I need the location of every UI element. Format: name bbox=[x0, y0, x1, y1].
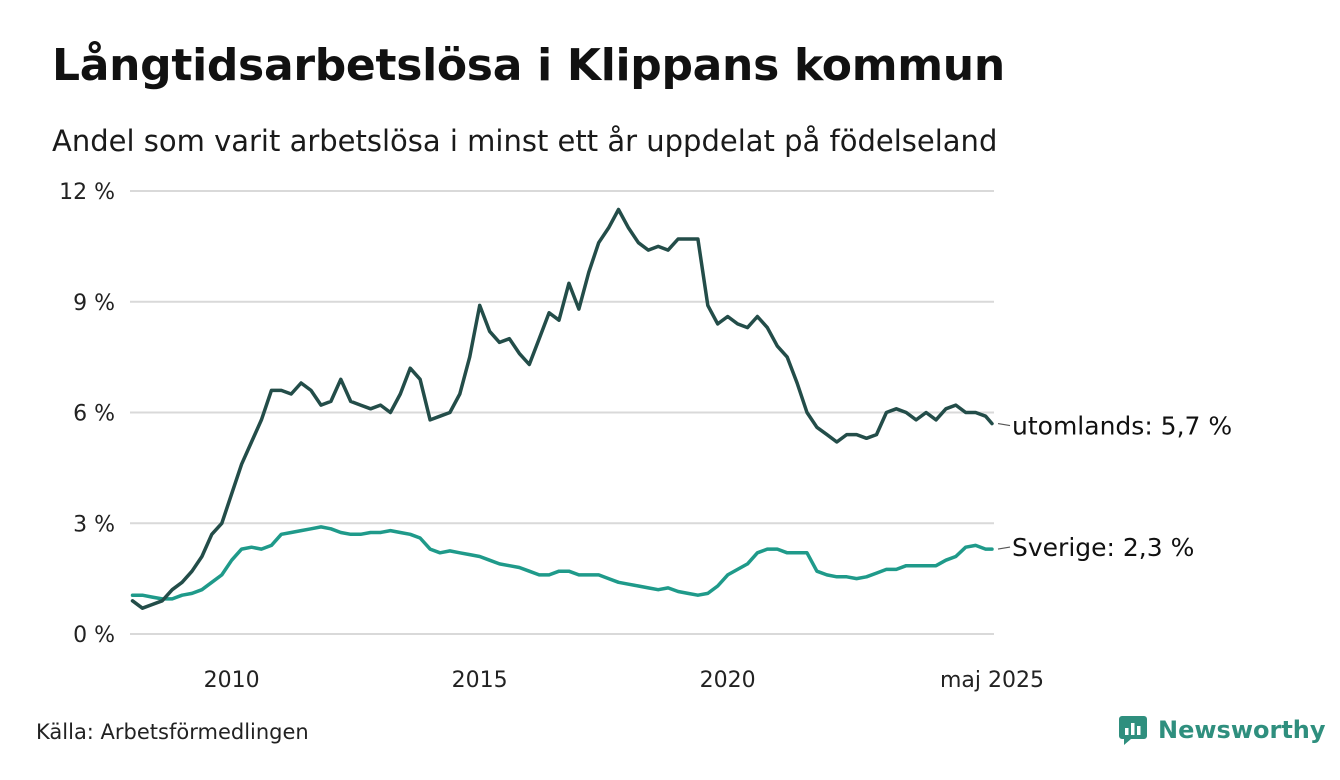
line-chart: 0 % 3 % 6 % 9 % 12 % 2010 2015 2020 maj 2025 ut… bbox=[59, 180, 1232, 693]
end-labels: utomlands: 5,7 % Sverige: 2,3 % bbox=[997, 412, 1232, 562]
x-tick-label: maj 2025 bbox=[940, 668, 1044, 693]
chart-subtitle: Andel som varit arbetslösa i minst ett å… bbox=[52, 124, 998, 158]
y-tick-label: 3 % bbox=[73, 512, 115, 537]
x-axis-ticks: 2010 2015 2020 maj 2025 bbox=[204, 668, 1044, 693]
brand-name: Newsworthy bbox=[1158, 716, 1326, 744]
end-label-sverige: Sverige: 2,3 % bbox=[1012, 533, 1194, 562]
y-tick-label: 12 % bbox=[59, 180, 115, 205]
series-lines bbox=[130, 207, 994, 610]
y-tick-label: 6 % bbox=[73, 402, 115, 427]
y-axis-ticks: 0 % 3 % 6 % 9 % 12 % bbox=[59, 180, 115, 648]
end-label-leader bbox=[997, 422, 1011, 427]
y-tick-label: 0 % bbox=[73, 623, 115, 648]
source-note: Källa: Arbetsförmedlingen bbox=[36, 720, 309, 744]
x-tick-label: 2020 bbox=[700, 668, 756, 693]
chart-title: Långtidsarbetslösa i Klippans kommun bbox=[52, 40, 1005, 91]
end-label-utomlands: utomlands: 5,7 % bbox=[1012, 412, 1232, 441]
series-line-sverige bbox=[130, 525, 994, 601]
x-tick-label: 2015 bbox=[452, 668, 508, 693]
y-tick-label: 9 % bbox=[73, 291, 115, 316]
grid-lines bbox=[130, 190, 994, 635]
newsworthy-logo-icon bbox=[1119, 716, 1147, 745]
brand-logo[interactable]: Newsworthy bbox=[1118, 712, 1326, 748]
x-tick-label: 2010 bbox=[204, 668, 260, 693]
end-label-leader bbox=[997, 546, 1011, 550]
series-line-utomlands bbox=[130, 207, 994, 610]
